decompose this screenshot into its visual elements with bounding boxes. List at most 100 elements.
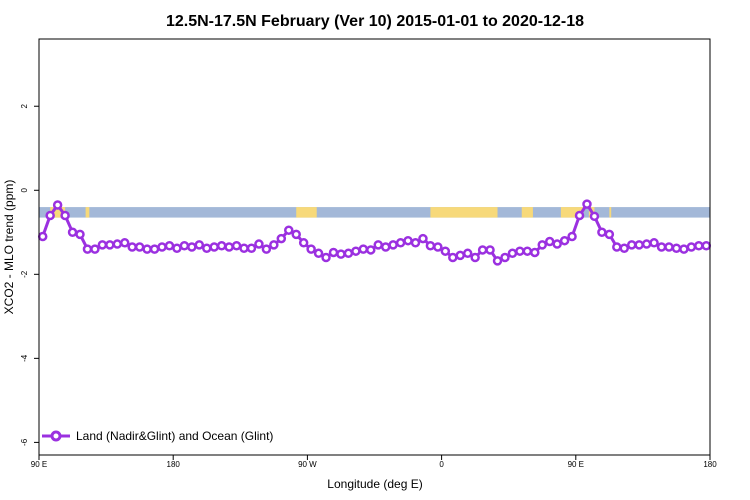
- data-point: [134, 242, 145, 252]
- y-axis-label: XCO2 - MLO trend (ppm): [2, 180, 16, 315]
- data-point: [246, 243, 257, 254]
- x-tick-label: 90 E: [31, 460, 47, 469]
- data-point: [194, 240, 205, 250]
- y-axis: -6 -4 -2 0 2: [20, 103, 39, 446]
- data-point: [626, 240, 637, 250]
- data-point: [634, 240, 644, 250]
- land-segment: [560, 207, 584, 218]
- data-point: [671, 243, 682, 254]
- data-point: [172, 243, 182, 254]
- data-point: [75, 229, 85, 240]
- data-point: [694, 240, 704, 251]
- legend-marker-swatch: [50, 430, 62, 442]
- data-point: [224, 242, 234, 252]
- land-segment: [521, 207, 533, 218]
- x-tick-label: 180: [167, 460, 181, 469]
- y-tick-label: 0: [20, 187, 29, 192]
- data-point: [37, 231, 48, 242]
- land-segment: [609, 207, 612, 218]
- data-point: [142, 244, 152, 254]
- data-point: [418, 233, 428, 244]
- data-point: [559, 235, 570, 246]
- data-point: [410, 238, 421, 248]
- data-point: [701, 240, 712, 251]
- plot-frame: [38, 38, 711, 456]
- data-point: [433, 242, 443, 252]
- data-point: [522, 246, 533, 256]
- data-point: [574, 210, 585, 221]
- data-point: [112, 239, 123, 249]
- data-point: [679, 244, 689, 254]
- y-tick-label: -6: [20, 438, 29, 446]
- series-layer: [37, 199, 712, 266]
- data-point: [291, 229, 301, 240]
- data-point: [105, 240, 115, 250]
- data-point: [552, 239, 562, 249]
- data-point: [127, 242, 137, 252]
- data-point: [380, 242, 391, 252]
- data-point: [45, 210, 55, 221]
- data-point: [60, 210, 70, 221]
- data-point: [82, 244, 93, 254]
- land-segment: [430, 207, 498, 218]
- data-point: [321, 252, 331, 263]
- data-point: [179, 240, 190, 251]
- land-segment: [296, 207, 317, 218]
- data-point: [686, 242, 697, 252]
- data-point: [656, 242, 667, 252]
- data-point: [276, 233, 287, 244]
- data-point: [202, 243, 212, 254]
- legend: Land (Nadir&Glint) and Ocean (Glint): [42, 429, 273, 443]
- data-point: [537, 240, 547, 250]
- data-point: [97, 240, 108, 250]
- data-point: [641, 239, 652, 249]
- data-point: [462, 248, 473, 259]
- x-tick-label: 0: [439, 460, 444, 469]
- data-point: [358, 244, 369, 254]
- data-point: [328, 247, 339, 258]
- data-point: [567, 231, 577, 242]
- data-point: [67, 227, 78, 238]
- data-point: [261, 244, 272, 254]
- land-segment: [50, 207, 66, 218]
- data-point: [507, 248, 518, 259]
- data-point: [448, 252, 458, 263]
- data-point: [52, 200, 63, 210]
- legend-label: Land (Nadir&Glint) and Ocean (Glint): [76, 429, 273, 443]
- data-point: [119, 238, 130, 248]
- data-point: [239, 243, 249, 254]
- data-point: [604, 229, 615, 240]
- x-tick-label: 90 E: [568, 460, 584, 469]
- data-point: [187, 242, 197, 252]
- data-point: [664, 242, 674, 252]
- data-point: [209, 242, 219, 252]
- data-point: [470, 252, 480, 263]
- data-point: [477, 245, 488, 255]
- data-point: [90, 244, 100, 254]
- data-point: [500, 252, 510, 263]
- data-point: [395, 238, 406, 248]
- data-point: [612, 242, 622, 252]
- x-tick-label: 180: [703, 460, 717, 469]
- data-point: [157, 242, 167, 252]
- data-point: [582, 199, 592, 209]
- data-point: [544, 236, 555, 247]
- data-point: [530, 247, 540, 258]
- data-point: [254, 239, 264, 249]
- data-point: [284, 225, 294, 235]
- x-tick-label: 90 W: [298, 460, 317, 469]
- data-point: [515, 246, 525, 256]
- data-point: [425, 240, 436, 251]
- land-segment: [85, 207, 90, 218]
- data-point: [306, 244, 316, 254]
- data-point: [351, 246, 361, 256]
- land-ocean-strip: [39, 207, 710, 218]
- y-tick-label: 2: [20, 103, 29, 108]
- data-point: [216, 240, 227, 251]
- y-tick-label: -2: [20, 270, 29, 278]
- y-tick-label: -4: [20, 354, 29, 362]
- data-point: [388, 240, 398, 250]
- data-point: [231, 240, 242, 251]
- data-point: [343, 248, 354, 259]
